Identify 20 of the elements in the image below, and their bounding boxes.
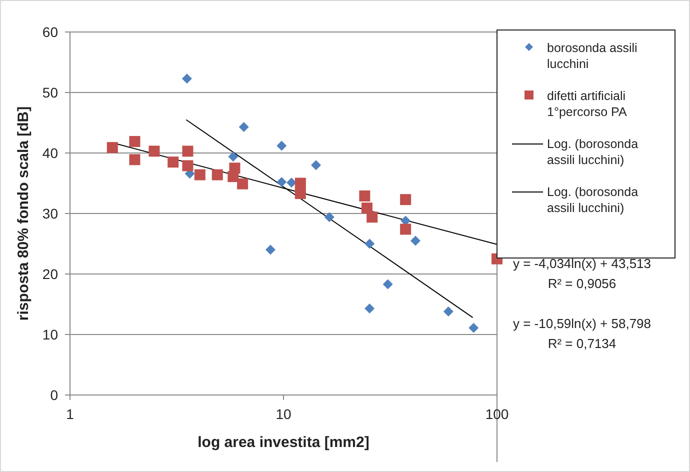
legend-label: borosonda assili lucchini (547, 41, 638, 71)
legend-label: Log. (borosonda assili lucchini) (547, 137, 638, 167)
y-tick-label: 40 (42, 145, 58, 161)
x-axis-title: log area investita [mm2] (198, 434, 370, 451)
x-tick-label: 100 (485, 406, 509, 422)
legend-label: Log. (borosonda assili lucchini) (547, 185, 638, 215)
y-tick-label: 20 (42, 266, 58, 282)
legend-label: difetti artificiali 1°percorso PA (547, 89, 628, 119)
y-tick-label: 0 (50, 387, 58, 403)
x-tick-label: 10 (276, 406, 292, 422)
y-tick-label: 30 (42, 206, 58, 222)
y-tick-label: 50 (42, 84, 58, 100)
text: y = -4,034ln(x) + 43,513 (512, 256, 652, 271)
text: R² = 0,7134 (548, 336, 616, 351)
text: y = -10,59ln(x) + 58,798 (512, 316, 652, 331)
y-tick-label: 60 (42, 24, 58, 40)
text: R² = 0,9056 (548, 276, 616, 291)
y-tick-label: 10 (42, 326, 58, 342)
x-tick-label: 1 (66, 406, 74, 422)
y-axis-title: risposta 80% fondo scala [dB] (15, 106, 32, 321)
